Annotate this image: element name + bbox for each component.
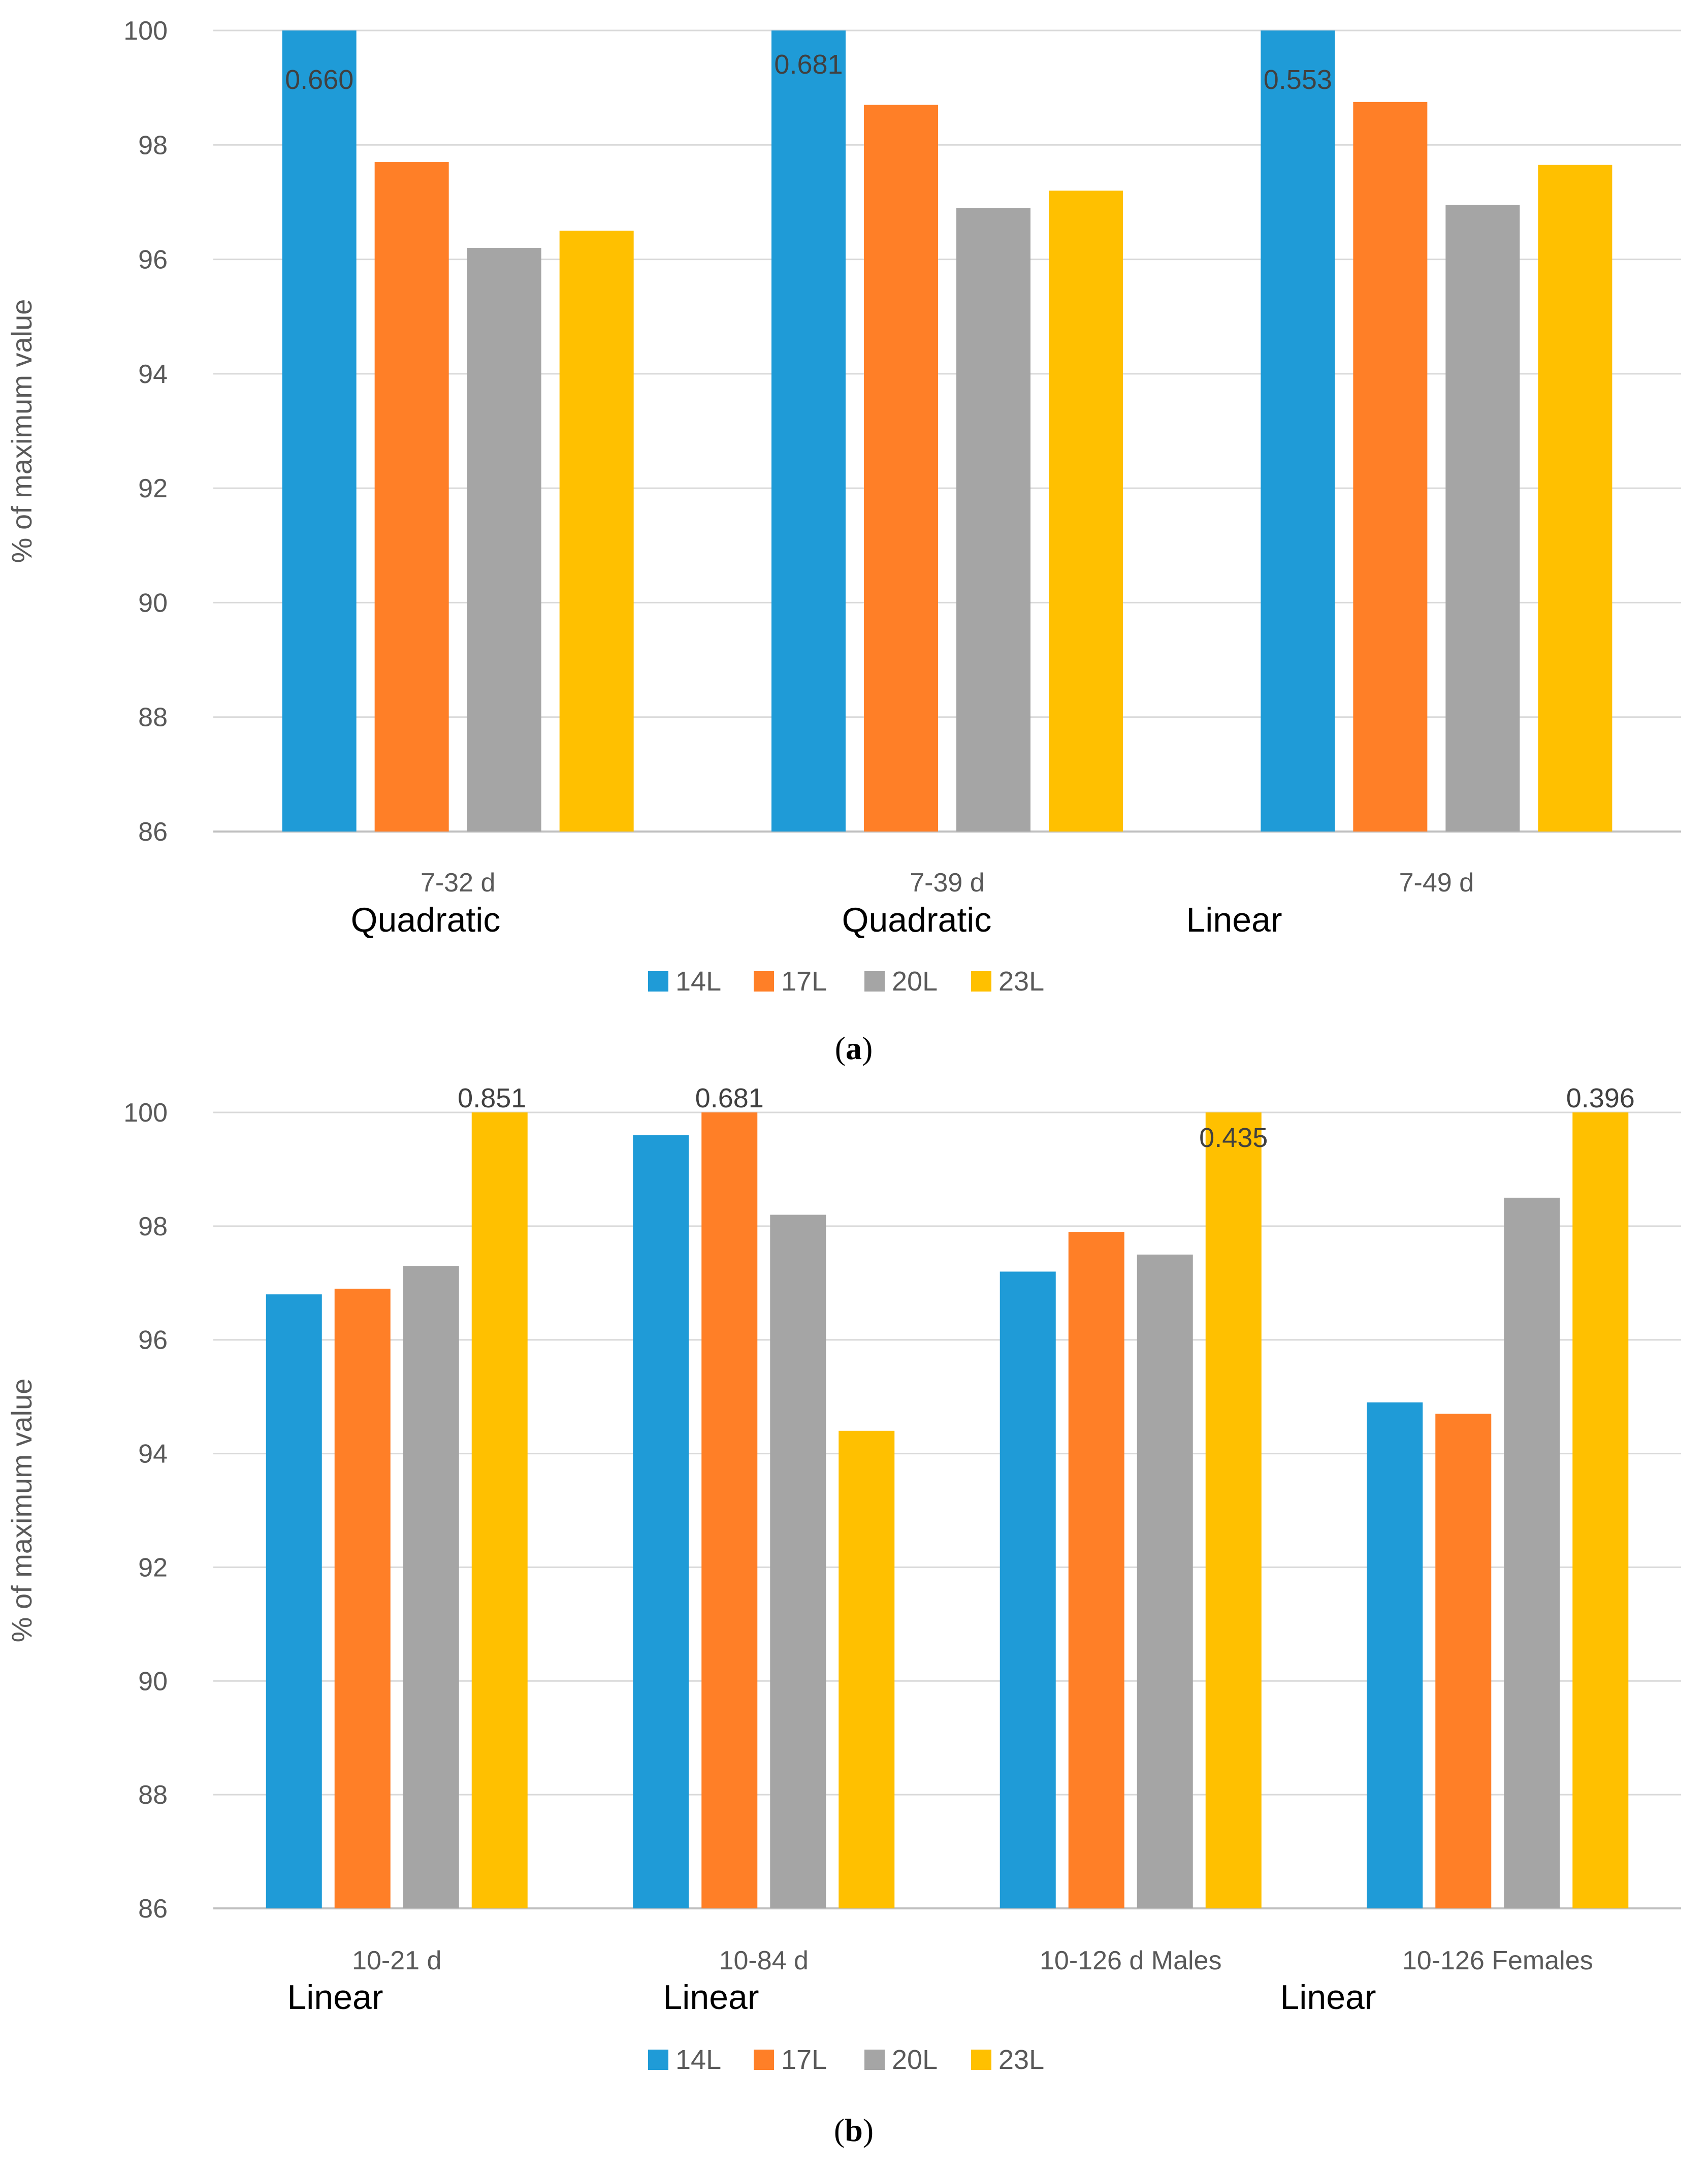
bar-17L-1 xyxy=(701,1112,758,1908)
panel-caption-open: ( xyxy=(835,1030,846,1066)
y-tick-label: 94 xyxy=(138,360,168,389)
x-category-label: 7-49 d xyxy=(1399,868,1474,898)
bar-20L-0 xyxy=(403,1266,459,1908)
data-label: 0.681 xyxy=(695,1083,764,1113)
bar-14L-3 xyxy=(1367,1402,1423,1908)
bar-23L-0 xyxy=(559,231,634,832)
x-category-label: 10-126 d Males xyxy=(1040,1946,1221,1975)
legend-swatch-20L xyxy=(864,2050,885,2070)
x-category-label: 10-21 d xyxy=(352,1946,441,1975)
legend-swatch-14L xyxy=(648,971,668,992)
bar-20L-3 xyxy=(1504,1197,1560,1908)
bar-17L-2 xyxy=(1068,1232,1124,1908)
bar-14L-1 xyxy=(633,1135,689,1908)
y-tick-label: 96 xyxy=(138,1326,168,1355)
chart-panel-a: 86 88 90 92 94 96 98 100 % of maximum value 7-32 … xyxy=(6,16,1681,1066)
y-tick-label: 100 xyxy=(123,1098,168,1128)
legend-swatch-14L xyxy=(648,2050,668,2070)
bar-14L-0 xyxy=(282,30,357,832)
legend-label: 20L xyxy=(892,966,938,997)
bar-17L-2 xyxy=(1353,102,1428,832)
bar-23L-1 xyxy=(1049,190,1123,832)
legend-swatch-17L xyxy=(754,2050,774,2070)
panel-caption-close: ) xyxy=(862,1030,873,1066)
legend-label: 14L xyxy=(675,2045,721,2075)
y-tick-label: 92 xyxy=(138,474,168,503)
x-category-label: 10-126 Females xyxy=(1402,1946,1593,1975)
y-tick-label: 86 xyxy=(138,1894,168,1924)
data-label: 0.681 xyxy=(774,49,843,80)
panel-caption: (a) xyxy=(835,1030,873,1066)
bar-14L-0 xyxy=(266,1294,322,1908)
panel-caption: (b) xyxy=(834,2112,874,2148)
y-tick-label: 90 xyxy=(138,1667,168,1696)
data-label: 0.851 xyxy=(458,1083,526,1113)
bar-23L-3 xyxy=(1572,1112,1629,1908)
y-tick-label: 94 xyxy=(138,1440,168,1469)
y-tick-label: 90 xyxy=(138,588,168,618)
legend-label: 20L xyxy=(892,2045,938,2075)
bar-14L-2 xyxy=(1000,1271,1056,1908)
y-tick-label: 98 xyxy=(138,1212,168,1241)
bar-17L-0 xyxy=(334,1288,391,1908)
legend-label: 23L xyxy=(998,966,1044,997)
data-label: 0.396 xyxy=(1566,1083,1635,1113)
bar-23L-1 xyxy=(839,1430,895,1908)
panel-caption-close: ) xyxy=(863,2112,874,2148)
y-tick-label: 100 xyxy=(123,16,168,46)
bar-20L-2 xyxy=(1137,1254,1193,1908)
model-type-label: Quadratic xyxy=(842,901,992,939)
bar-20L-1 xyxy=(770,1215,826,1908)
bar-23L-2 xyxy=(1205,1112,1262,1908)
bar-23L-2 xyxy=(1538,165,1613,832)
panel-caption-letter: b xyxy=(845,2112,863,2148)
model-type-label: Linear xyxy=(663,1978,759,2017)
legend-label: 17L xyxy=(781,966,827,997)
legend-swatch-20L xyxy=(864,971,885,992)
panel-caption-letter: a xyxy=(846,1030,862,1066)
y-axis-title: % of maximum value xyxy=(6,299,38,563)
legend-swatch-23L xyxy=(971,971,991,992)
x-category-label: 7-32 d xyxy=(421,868,495,898)
panel-caption-open: ( xyxy=(834,2112,845,2148)
bar-17L-0 xyxy=(374,162,449,832)
y-tick-label: 96 xyxy=(138,245,168,275)
bar-14L-2 xyxy=(1261,30,1335,832)
legend-label: 23L xyxy=(998,2045,1044,2075)
model-type-label: Linear xyxy=(1280,1978,1376,2017)
x-category-label: 10-84 d xyxy=(719,1946,809,1975)
legend-label: 14L xyxy=(675,966,721,997)
data-label: 0.660 xyxy=(285,65,353,95)
model-type-label: Quadratic xyxy=(351,901,501,939)
y-axis-title: % of maximum value xyxy=(6,1379,38,1643)
y-tick-label: 88 xyxy=(138,703,168,732)
chart-panel-b: 86 88 90 92 94 96 98 100 % of maximum value 10-21… xyxy=(6,1083,1681,2148)
bar-17L-1 xyxy=(864,105,938,832)
legend-swatch-17L xyxy=(754,971,774,992)
y-tick-label: 98 xyxy=(138,131,168,160)
legend-swatch-23L xyxy=(971,2050,991,2070)
bar-20L-2 xyxy=(1445,205,1520,832)
y-tick-label: 92 xyxy=(138,1553,168,1582)
model-type-label: Linear xyxy=(1186,901,1282,939)
bar-23L-0 xyxy=(471,1112,528,1908)
data-label: 0.435 xyxy=(1199,1123,1268,1153)
x-category-label: 7-39 d xyxy=(910,868,984,898)
model-type-label: Linear xyxy=(287,1978,383,2017)
bar-20L-1 xyxy=(956,208,1030,832)
bar-20L-0 xyxy=(467,248,541,832)
y-tick-label: 86 xyxy=(138,817,168,847)
y-tick-label: 88 xyxy=(138,1780,168,1810)
legend-label: 17L xyxy=(781,2045,827,2075)
data-label: 0.553 xyxy=(1264,65,1332,95)
bar-14L-1 xyxy=(771,30,846,832)
bar-17L-3 xyxy=(1435,1414,1492,1908)
